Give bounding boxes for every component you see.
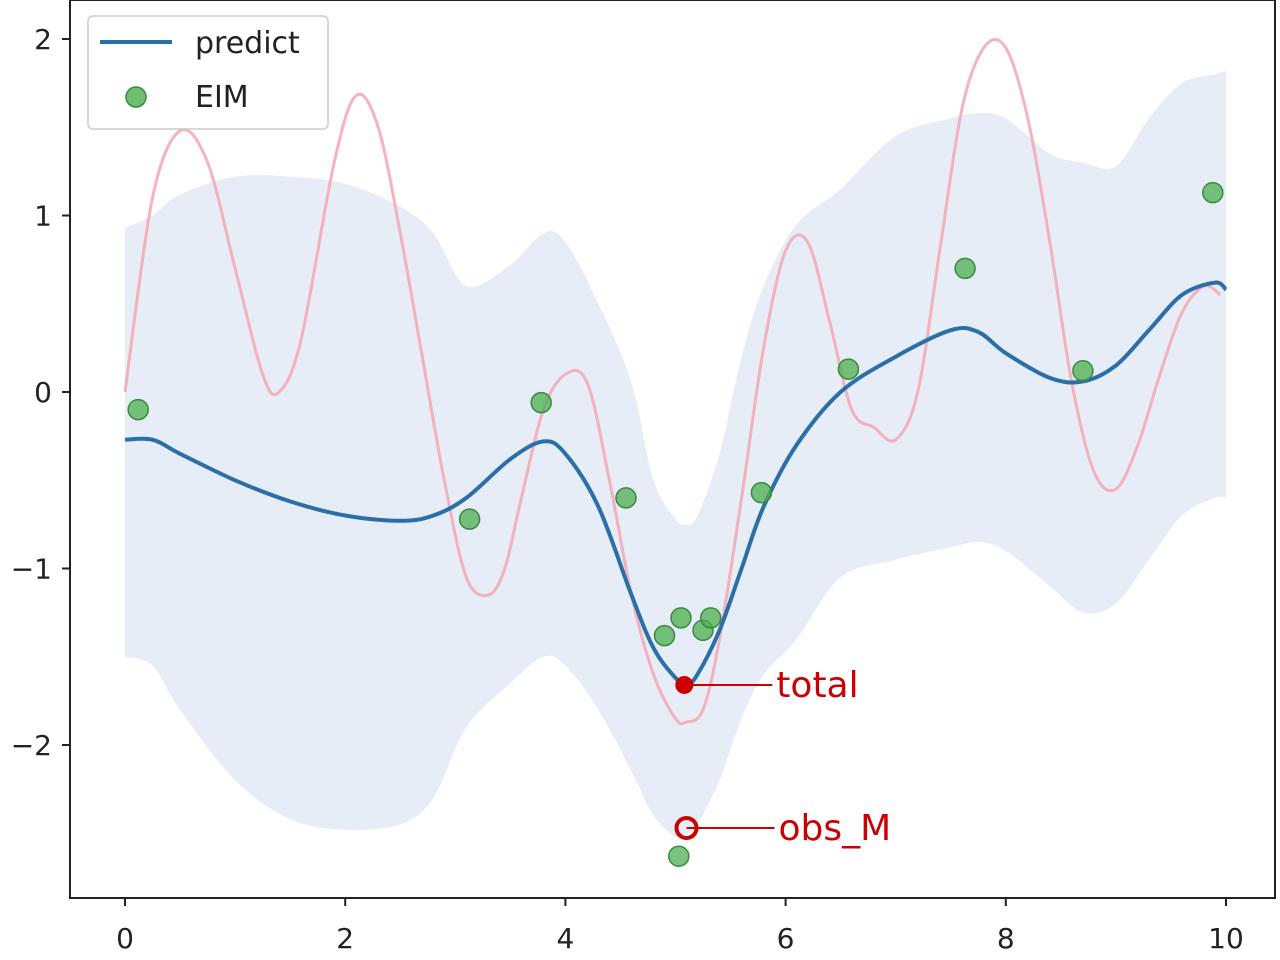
eim-point	[750, 481, 773, 504]
y-tick-label: −1	[11, 553, 52, 586]
eim-point	[653, 624, 676, 647]
annotation-marker-total	[675, 675, 694, 694]
x-tick-label: 2	[336, 922, 354, 955]
eim-point	[1202, 181, 1224, 204]
legend-label-predict: predict	[195, 26, 300, 61]
plot-area	[123, 38, 1228, 867]
y-axis: −2 −1 0 1 2	[11, 23, 70, 762]
annotations: total obs_M	[674, 665, 892, 849]
annotation-marker-obs_M	[674, 815, 699, 840]
y-tick-label: 1	[34, 200, 52, 233]
eim-point	[127, 398, 149, 421]
x-tick-label: 4	[556, 922, 574, 955]
legend-marker-swatch	[125, 86, 147, 108]
eim-point	[699, 607, 722, 629]
annotation-label-obs_M: obs_M	[779, 808, 892, 849]
y-tick-label: −2	[11, 729, 52, 762]
y-tick-label: 0	[34, 376, 52, 409]
axes-frame	[69, 0, 1276, 899]
eim-point	[458, 508, 481, 530]
eim-point	[837, 358, 860, 380]
x-tick-label: 6	[777, 922, 795, 955]
eim-point	[530, 391, 552, 414]
eim-point	[668, 845, 690, 867]
annotation-label-total: total	[776, 665, 858, 706]
eim-point	[670, 607, 692, 629]
x-tick-label: 0	[116, 922, 134, 955]
predict-line	[124, 280, 1228, 688]
legend-label-eim: EIM	[195, 80, 249, 115]
uncertainty-band	[125, 70, 1226, 838]
legend-box	[87, 15, 329, 130]
true-function-line	[123, 38, 1222, 726]
eim-point	[1072, 360, 1094, 382]
x-tick-label: 8	[997, 922, 1015, 955]
y-tick-label: 2	[34, 23, 52, 56]
legend: predict EIM	[87, 15, 329, 130]
eim-point	[954, 257, 976, 280]
x-tick-label: 10	[1208, 922, 1244, 955]
x-axis: 0 2 4 6 8 10	[116, 898, 1244, 955]
eim-point	[615, 487, 637, 509]
